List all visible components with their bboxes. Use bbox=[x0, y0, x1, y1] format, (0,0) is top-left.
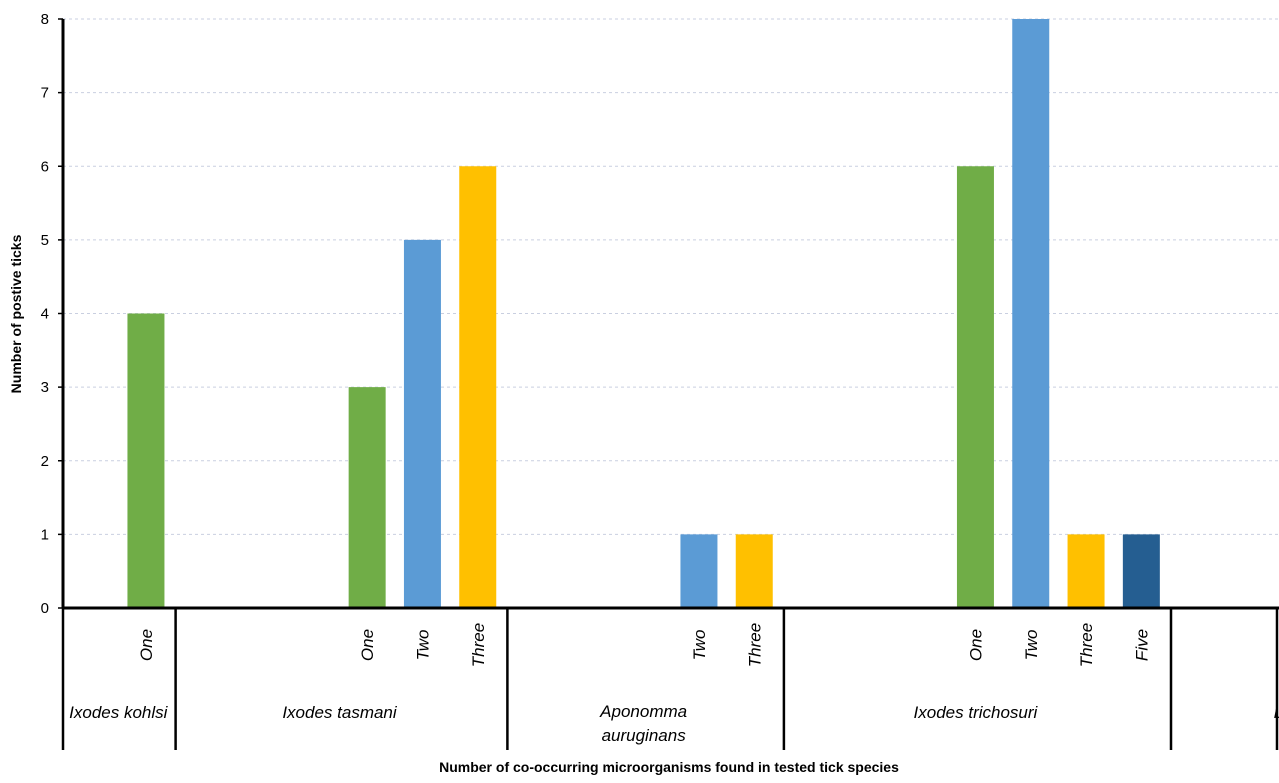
bar bbox=[1012, 19, 1050, 608]
bar bbox=[680, 534, 718, 608]
group-label: Ixodes kohlsi bbox=[69, 703, 168, 722]
group-label: Aponomma bbox=[599, 702, 687, 721]
y-tick-label: 2 bbox=[41, 453, 49, 470]
bar bbox=[348, 387, 386, 608]
group-label: Ixodes antechini bbox=[1273, 703, 1279, 722]
y-tick-label: 5 bbox=[41, 232, 49, 249]
x-tick-label: Three bbox=[1077, 623, 1096, 667]
y-tick-label: 0 bbox=[41, 600, 49, 617]
x-tick-label: One bbox=[358, 629, 377, 661]
x-tick-label: One bbox=[137, 629, 156, 661]
x-tick-label: Three bbox=[469, 623, 488, 667]
group-label: Ixodes trichosuri bbox=[914, 703, 1039, 722]
axes bbox=[58, 18, 1279, 750]
x-tick-label: Five bbox=[1132, 629, 1151, 661]
bars bbox=[127, 19, 1160, 608]
y-axis-title: Number of postive ticks bbox=[8, 234, 24, 393]
bar bbox=[127, 313, 165, 608]
y-tick-label: 6 bbox=[41, 158, 49, 175]
x-tick-label: Two bbox=[1022, 630, 1041, 661]
bar bbox=[459, 166, 497, 608]
y-tick-label: 8 bbox=[41, 11, 49, 28]
bar bbox=[1067, 534, 1105, 608]
x-axis-title: Number of co-occurring microorganisms fo… bbox=[439, 759, 899, 775]
y-tick-label: 4 bbox=[41, 306, 49, 323]
y-tick-label: 3 bbox=[41, 379, 49, 396]
y-tick-label: 7 bbox=[41, 85, 49, 102]
x-tick-label: Two bbox=[413, 630, 432, 661]
labels: 0 1 2 3 4 5 6 7 8 One Ixodes kohlsi One Two Three Ixod… bbox=[41, 11, 1279, 745]
gridlines bbox=[63, 18, 1279, 535]
bar bbox=[956, 166, 994, 608]
bar bbox=[403, 239, 441, 608]
x-tick-label: Three bbox=[745, 623, 764, 667]
x-tick-label: One bbox=[966, 629, 985, 661]
bar bbox=[1122, 534, 1160, 608]
x-tick-label: Two bbox=[690, 630, 709, 661]
group-label: auruginans bbox=[602, 726, 687, 745]
y-tick-label: 1 bbox=[41, 526, 49, 543]
bar bbox=[735, 534, 773, 608]
group-label: Ixodes tasmani bbox=[282, 703, 398, 722]
